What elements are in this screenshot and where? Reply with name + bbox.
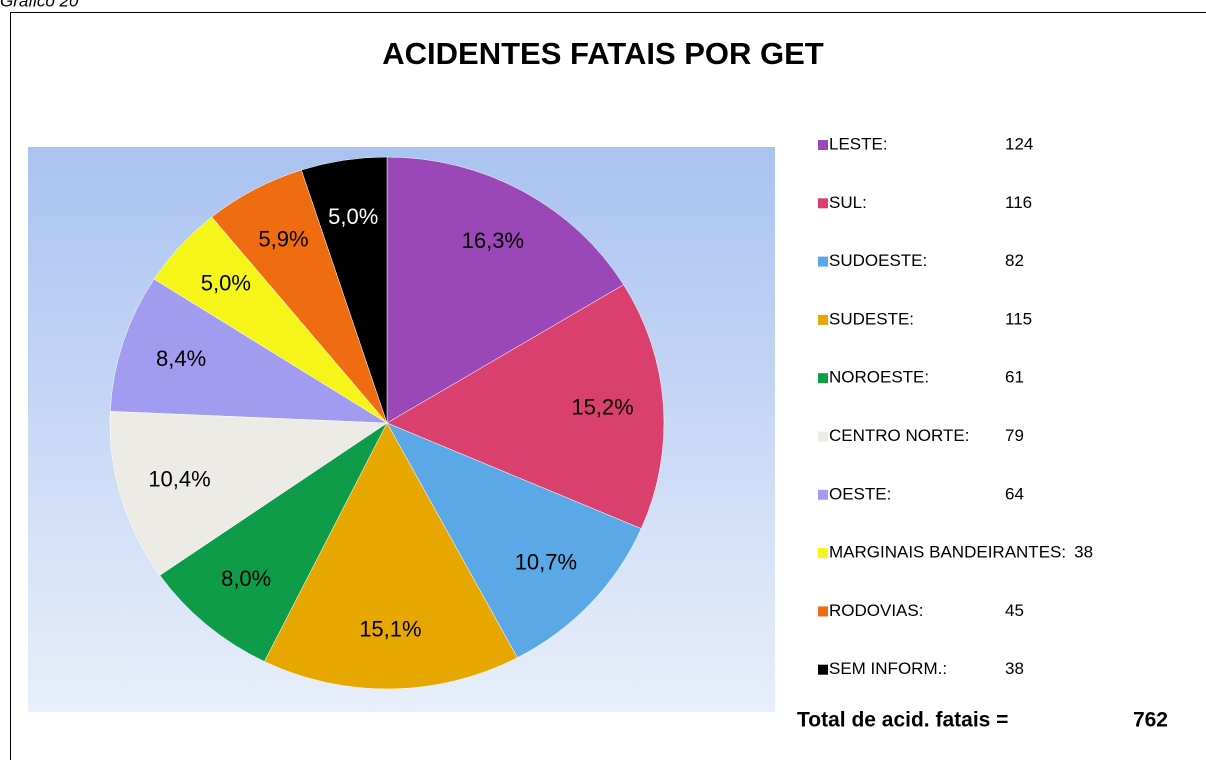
- pie-slice: [386, 284, 665, 529]
- legend-count: 38: [1074, 543, 1093, 562]
- chart-title: ACIDENTES FATAIS POR GET: [382, 36, 824, 71]
- legend-count: 79: [1005, 426, 1024, 445]
- pie-slice: [109, 411, 388, 576]
- legend-swatch: [818, 664, 828, 675]
- legend-swatch: [818, 314, 828, 325]
- legend-label: SUDESTE:: [829, 309, 914, 328]
- data-label: 5,0%: [328, 204, 378, 229]
- legend-count: 45: [1005, 601, 1024, 620]
- pie-slice: [301, 156, 388, 424]
- chart-border: [10, 12, 1206, 760]
- data-label: 16,3%: [462, 228, 524, 253]
- legend-swatch: [818, 489, 828, 500]
- legend-label: CENTRO NORTE:: [829, 426, 969, 445]
- legend-label: RODOVIAS:: [829, 601, 923, 620]
- data-label: 15,1%: [359, 616, 421, 641]
- total-label: Total de acid. fatais =: [797, 709, 1008, 732]
- total-value: 762: [1133, 709, 1168, 732]
- legend-swatch: [818, 606, 828, 617]
- legend-swatch: [818, 548, 828, 559]
- pie-slice: [264, 422, 518, 690]
- data-label: 10,4%: [148, 467, 210, 492]
- data-label: 8,0%: [221, 566, 271, 591]
- legend-label: MARGINAIS BANDEIRANTES:: [829, 543, 1066, 562]
- legend-swatch: [818, 256, 828, 267]
- legend-count: 64: [1005, 484, 1024, 503]
- pie-slice: [386, 422, 642, 659]
- data-label: 5,9%: [258, 227, 308, 252]
- legend-label: LESTE:: [829, 134, 888, 153]
- data-label: 10,7%: [515, 549, 577, 574]
- legend-swatch: [818, 140, 828, 150]
- pie-slice: [386, 156, 624, 424]
- legend-label: SUDOESTE:: [829, 251, 927, 270]
- caption: Gráfico 20: [0, 0, 79, 10]
- legend-swatch: [818, 431, 828, 442]
- legend-label: NOROESTE:: [829, 368, 929, 387]
- data-label: 5,0%: [201, 271, 251, 296]
- legend-count: 116: [1005, 193, 1032, 212]
- legend-count: 38: [1005, 659, 1024, 678]
- legend-count: 61: [1005, 368, 1024, 387]
- legend-count: 82: [1005, 251, 1024, 270]
- pie-slice: [159, 422, 388, 662]
- pie-slice: [110, 278, 388, 424]
- data-label: 8,4%: [156, 346, 206, 371]
- legend-label: SEM INFORM.:: [829, 659, 947, 678]
- legend-count: 124: [1005, 134, 1033, 153]
- data-label: 15,2%: [571, 394, 633, 419]
- legend-swatch: [818, 373, 828, 384]
- legend-label: OESTE:: [829, 484, 891, 503]
- legend-count: 115: [1005, 309, 1032, 328]
- legend-swatch: [818, 198, 828, 209]
- legend-label: SUL:: [829, 193, 867, 212]
